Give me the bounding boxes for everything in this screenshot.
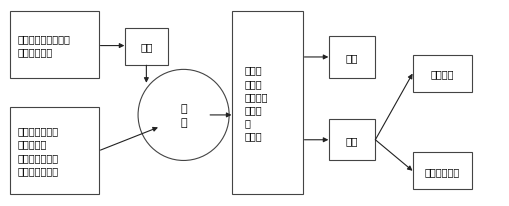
- Text: 破碎: 破碎: [140, 42, 153, 52]
- Text: 混
合: 混 合: [180, 104, 186, 127]
- Text: 高铁含量赤泥、
铁矿砂或者
高铁含量赤泥与
铁矿砂的混合物: 高铁含量赤泥、 铁矿砂或者 高铁含量赤泥与 铁矿砂的混合物: [18, 126, 59, 175]
- Text: 生产水泥: 生产水泥: [430, 69, 454, 79]
- Text: 熔渣: 熔渣: [345, 135, 357, 145]
- Bar: [328, 119, 374, 161]
- Ellipse shape: [138, 70, 229, 161]
- Text: 耐火材料、砖: 耐火材料、砖: [424, 166, 459, 176]
- Bar: [125, 29, 168, 66]
- Bar: [10, 12, 99, 78]
- Text: 高炉、
窑炉、
隧道窑、
回转炉
或
还原炉: 高炉、 窑炉、 隧道窑、 回转炉 或 还原炉: [244, 65, 268, 141]
- Bar: [232, 12, 303, 194]
- Bar: [10, 107, 99, 194]
- Text: 铝电解槽生产过程中
产生的废碳渣: 铝电解槽生产过程中 产生的废碳渣: [18, 34, 71, 57]
- Bar: [412, 152, 471, 190]
- Text: 铸铁: 铸铁: [345, 53, 357, 63]
- Bar: [412, 56, 471, 93]
- Bar: [328, 37, 374, 78]
